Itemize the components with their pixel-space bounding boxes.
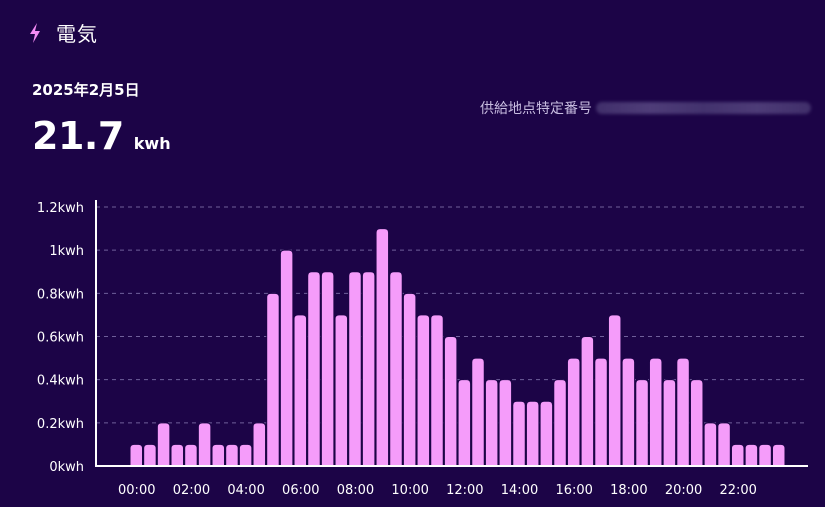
usage-bar[interactable] (211, 443, 226, 467)
usage-bar[interactable] (197, 422, 212, 467)
usage-bar[interactable] (689, 379, 704, 467)
total-usage: 21.7 kwh (32, 114, 171, 158)
x-tick-label: 04:00 (227, 483, 264, 498)
x-tick-label: 22:00 (719, 483, 756, 498)
x-tick-label: 02:00 (173, 483, 210, 498)
usage-bar[interactable] (566, 357, 581, 467)
usage-bar[interactable] (252, 422, 267, 467)
usage-bar[interactable] (662, 379, 677, 467)
usage-bar[interactable] (471, 357, 485, 467)
selected-date: 2025年2月5日 (32, 81, 140, 99)
x-tick-label: 20:00 (665, 483, 702, 498)
usage-bar[interactable] (293, 314, 308, 467)
usage-bar[interactable] (771, 443, 786, 467)
usage-bar[interactable] (512, 400, 526, 467)
usage-bar[interactable] (484, 379, 499, 467)
usage-bar[interactable] (580, 336, 595, 467)
usage-bar[interactable] (525, 400, 540, 467)
y-tick-label: 0.6kwh (37, 331, 84, 346)
usage-bar[interactable] (129, 443, 143, 467)
usage-bar[interactable] (730, 443, 745, 467)
usage-bar[interactable] (744, 443, 759, 467)
usage-bar[interactable] (607, 314, 622, 467)
x-tick-label: 18:00 (610, 483, 647, 498)
supply-point-value-redacted (596, 102, 811, 114)
usage-bar[interactable] (594, 357, 608, 467)
usage-bar[interactable] (416, 314, 431, 467)
usage-bar[interactable] (361, 271, 376, 467)
lightning-bolt-icon (30, 22, 40, 43)
usage-bar[interactable] (676, 357, 690, 467)
usage-bar[interactable] (539, 400, 554, 467)
usage-bar[interactable] (443, 336, 458, 467)
y-tick-label: 0.4kwh (37, 374, 84, 389)
usage-bar[interactable] (348, 271, 362, 467)
app-header: 電気 (28, 18, 98, 47)
usage-bar[interactable] (635, 379, 649, 467)
usage-bar[interactable] (621, 357, 636, 467)
usage-bar[interactable] (156, 422, 171, 467)
x-tick-label: 00:00 (118, 483, 155, 498)
usage-bar[interactable] (430, 314, 444, 467)
usage-bar[interactable] (703, 422, 718, 467)
usage-bar[interactable] (717, 422, 731, 467)
y-tick-label: 1kwh (49, 244, 84, 259)
total-usage-unit: kwh (133, 134, 171, 153)
usage-bar[interactable] (553, 379, 567, 467)
x-tick-label: 12:00 (446, 483, 483, 498)
total-usage-value: 21.7 (32, 114, 124, 158)
usage-bar[interactable] (225, 443, 239, 467)
usage-bar[interactable] (279, 249, 294, 467)
usage-bar[interactable] (498, 379, 513, 467)
usage-bar[interactable] (170, 443, 185, 467)
usage-bar[interactable] (457, 379, 472, 467)
x-tick-label: 10:00 (391, 483, 428, 498)
x-tick-label: 08:00 (337, 483, 374, 498)
usage-bar[interactable] (648, 357, 663, 467)
usage-bar[interactable] (266, 292, 280, 467)
usage-bar[interactable] (307, 271, 321, 467)
usage-bar[interactable] (375, 228, 390, 467)
usage-bar[interactable] (402, 292, 417, 467)
supply-point-label: 供給地点特定番号 (480, 101, 592, 117)
usage-bar[interactable] (320, 271, 335, 467)
page-title: 電気 (56, 22, 98, 46)
y-tick-label: 0.2kwh (37, 417, 84, 432)
usage-bar[interactable] (238, 443, 253, 467)
x-tick-label: 14:00 (501, 483, 538, 498)
usage-bar[interactable] (758, 443, 772, 467)
y-tick-label: 0.8kwh (37, 287, 84, 302)
x-tick-label: 06:00 (282, 483, 319, 498)
usage-bar[interactable] (143, 443, 157, 467)
y-tick-label: 0kwh (49, 460, 84, 475)
supply-point-number: 供給地点特定番号 (480, 98, 811, 118)
usage-bar[interactable] (184, 443, 198, 467)
y-tick-label: 1.2kwh (37, 201, 84, 216)
usage-bar[interactable] (389, 271, 403, 467)
x-tick-label: 16:00 (555, 483, 592, 498)
usage-bar[interactable] (334, 314, 349, 467)
